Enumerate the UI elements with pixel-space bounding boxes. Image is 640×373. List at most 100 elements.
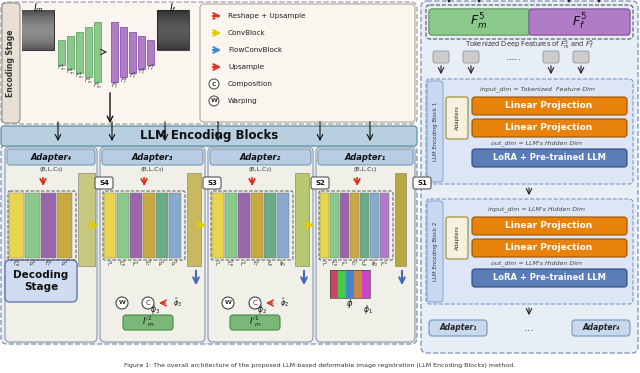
Bar bbox=[78, 173, 95, 266]
Bar bbox=[338, 270, 346, 298]
Text: $F^1_m$: $F^1_m$ bbox=[331, 258, 339, 269]
Text: ...: ... bbox=[500, 52, 522, 62]
Text: $F^3_m$: $F^3_m$ bbox=[76, 70, 84, 81]
FancyBboxPatch shape bbox=[543, 51, 559, 63]
Bar bbox=[22, 36, 54, 38]
Text: $F^2_f$: $F^2_f$ bbox=[253, 258, 260, 269]
Bar bbox=[25, 193, 40, 258]
FancyBboxPatch shape bbox=[208, 147, 313, 342]
Text: $I'^1_m$: $I'^1_m$ bbox=[249, 314, 261, 329]
FancyBboxPatch shape bbox=[472, 239, 627, 257]
FancyBboxPatch shape bbox=[311, 177, 329, 189]
Bar bbox=[130, 193, 142, 258]
Text: W: W bbox=[118, 301, 125, 305]
FancyBboxPatch shape bbox=[472, 217, 627, 235]
Bar bbox=[129, 32, 136, 73]
Text: LoRA + Pre-trained LLM: LoRA + Pre-trained LLM bbox=[493, 273, 605, 282]
Text: $\hat{r}^2$: $\hat{r}^2$ bbox=[321, 259, 328, 269]
Circle shape bbox=[249, 297, 261, 309]
Bar bbox=[330, 270, 338, 298]
Bar bbox=[147, 40, 154, 65]
Text: $p^4$: $p^4$ bbox=[61, 259, 68, 269]
Text: $F^4_f$: $F^4_f$ bbox=[120, 76, 127, 87]
FancyBboxPatch shape bbox=[5, 260, 77, 302]
Bar bbox=[264, 193, 276, 258]
Text: Adapter₄: Adapter₄ bbox=[582, 323, 620, 332]
Bar bbox=[111, 22, 118, 82]
Text: S2: S2 bbox=[315, 180, 325, 186]
Text: $I'^2_m$: $I'^2_m$ bbox=[142, 314, 154, 329]
FancyBboxPatch shape bbox=[463, 51, 479, 63]
Bar bbox=[157, 16, 189, 18]
FancyBboxPatch shape bbox=[2, 3, 20, 123]
Text: $\phi_1$: $\phi_1$ bbox=[363, 304, 373, 317]
Bar bbox=[157, 14, 189, 16]
Text: $F^4_m$: $F^4_m$ bbox=[13, 258, 20, 269]
Text: Adapter₃: Adapter₃ bbox=[131, 153, 173, 162]
FancyBboxPatch shape bbox=[429, 9, 529, 35]
Bar bbox=[277, 193, 289, 258]
Bar bbox=[157, 42, 189, 44]
Text: $F^4_m$: $F^4_m$ bbox=[84, 76, 93, 87]
Bar bbox=[157, 12, 189, 14]
Text: Encoding Stage: Encoding Stage bbox=[6, 29, 15, 97]
Bar bbox=[169, 193, 181, 258]
Bar bbox=[330, 193, 339, 258]
Bar bbox=[22, 22, 54, 24]
Text: $p^3$: $p^3$ bbox=[172, 259, 179, 269]
Text: Composition: Composition bbox=[228, 81, 273, 87]
Text: $p^4$: $p^4$ bbox=[29, 259, 36, 269]
Bar bbox=[157, 20, 189, 22]
Text: input_dim = LLM's Hidden Dim: input_dim = LLM's Hidden Dim bbox=[488, 206, 586, 212]
FancyBboxPatch shape bbox=[316, 147, 415, 342]
FancyBboxPatch shape bbox=[95, 177, 113, 189]
Text: Adapter₁: Adapter₁ bbox=[344, 153, 386, 162]
Text: Adapter₁: Adapter₁ bbox=[439, 323, 477, 332]
FancyBboxPatch shape bbox=[427, 201, 443, 302]
Text: $\hat{\phi}_2$: $\hat{\phi}_2$ bbox=[371, 259, 378, 269]
Bar bbox=[157, 28, 189, 30]
Text: input_dim = Tokenized  Feature Dim: input_dim = Tokenized Feature Dim bbox=[479, 86, 595, 92]
Text: $F^3_f$: $F^3_f$ bbox=[129, 70, 136, 81]
Bar bbox=[429, 9, 529, 35]
Bar bbox=[22, 28, 54, 30]
Bar bbox=[22, 40, 54, 42]
Bar bbox=[156, 193, 168, 258]
Bar bbox=[320, 193, 329, 258]
Circle shape bbox=[209, 96, 219, 106]
Bar bbox=[22, 12, 54, 14]
FancyBboxPatch shape bbox=[429, 320, 487, 336]
FancyBboxPatch shape bbox=[573, 51, 589, 63]
Text: $\hat{r}^3$: $\hat{r}^3$ bbox=[215, 259, 221, 269]
Text: Decoding
Stage: Decoding Stage bbox=[13, 270, 68, 292]
Text: LLM Encoding Block 2: LLM Encoding Block 2 bbox=[433, 221, 438, 281]
Text: $\hat{\phi}_3$: $\hat{\phi}_3$ bbox=[173, 297, 182, 309]
FancyBboxPatch shape bbox=[210, 149, 311, 165]
Bar bbox=[380, 193, 389, 258]
Text: (B,L,C₃): (B,L,C₃) bbox=[140, 167, 164, 172]
Bar bbox=[22, 30, 54, 32]
FancyBboxPatch shape bbox=[7, 149, 95, 165]
Bar bbox=[157, 10, 189, 12]
Bar bbox=[330, 270, 370, 298]
Circle shape bbox=[142, 297, 154, 309]
Bar bbox=[22, 48, 54, 50]
Text: $I_f$: $I_f$ bbox=[169, 1, 177, 15]
Bar bbox=[58, 40, 65, 65]
FancyBboxPatch shape bbox=[426, 79, 633, 184]
Text: Tokenized Deep Features of $F^5_m$ and $F^5_f$: Tokenized Deep Features of $F^5_m$ and $… bbox=[465, 38, 593, 51]
Text: C: C bbox=[253, 300, 257, 306]
FancyBboxPatch shape bbox=[102, 149, 203, 165]
Text: $F^5_m$: $F^5_m$ bbox=[470, 12, 488, 32]
Bar bbox=[157, 32, 189, 34]
Text: W: W bbox=[211, 98, 218, 103]
FancyBboxPatch shape bbox=[123, 315, 173, 330]
Bar bbox=[22, 26, 54, 28]
Bar bbox=[157, 36, 189, 38]
Bar bbox=[157, 48, 189, 50]
Text: Adapter₄: Adapter₄ bbox=[30, 153, 72, 162]
Bar bbox=[157, 24, 189, 26]
Bar bbox=[117, 193, 129, 258]
Text: ...: ... bbox=[524, 323, 534, 333]
FancyBboxPatch shape bbox=[1, 2, 417, 124]
